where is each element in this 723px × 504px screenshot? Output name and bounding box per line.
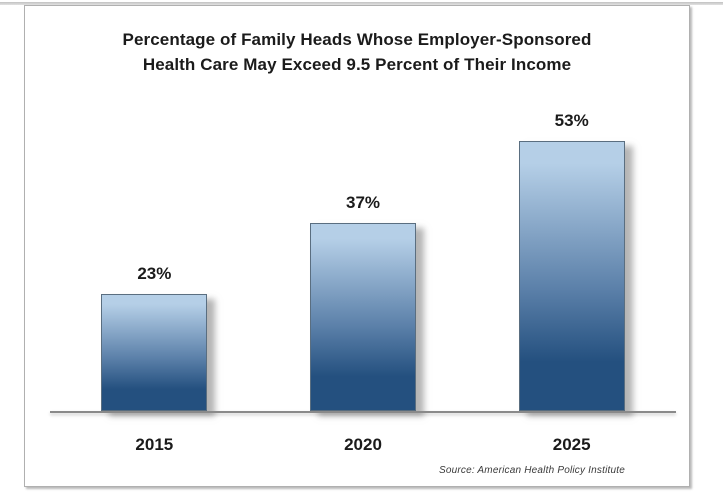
bar-group-2020: 37% 2020 bbox=[259, 81, 468, 454]
value-label-2025: 53% bbox=[554, 111, 589, 130]
chart-title-line-2: Health Care May Exceed 9.5 Percent of Th… bbox=[142, 55, 572, 74]
value-label-2020: 37% bbox=[345, 193, 381, 212]
bar-2020 bbox=[310, 223, 416, 411]
source-caption: Source: American Health Policy Institute bbox=[438, 465, 625, 476]
bar-group-2015: 23% 2015 bbox=[50, 81, 259, 454]
chart-frame: Percentage of Family Heads Whose Employe… bbox=[24, 5, 690, 487]
bar-group-2025: 53% 2025 bbox=[467, 81, 676, 454]
x-tick-2025: 2025 bbox=[552, 435, 591, 454]
top-edge-band bbox=[0, 2, 723, 5]
value-label-2015: 23% bbox=[137, 264, 172, 283]
x-axis-line bbox=[50, 411, 676, 413]
bar-2015 bbox=[101, 294, 208, 411]
x-tick-2020: 2020 bbox=[344, 435, 382, 454]
plot-area: 23% 2015 37% 2020 53% 2025 bbox=[50, 81, 676, 454]
chart-title-line-1: Percentage of Family Heads Whose Employe… bbox=[122, 30, 592, 49]
chart-title: Percentage of Family Heads Whose Employe… bbox=[25, 27, 689, 77]
x-tick-2015: 2015 bbox=[135, 435, 174, 454]
bar-2025 bbox=[518, 141, 625, 411]
